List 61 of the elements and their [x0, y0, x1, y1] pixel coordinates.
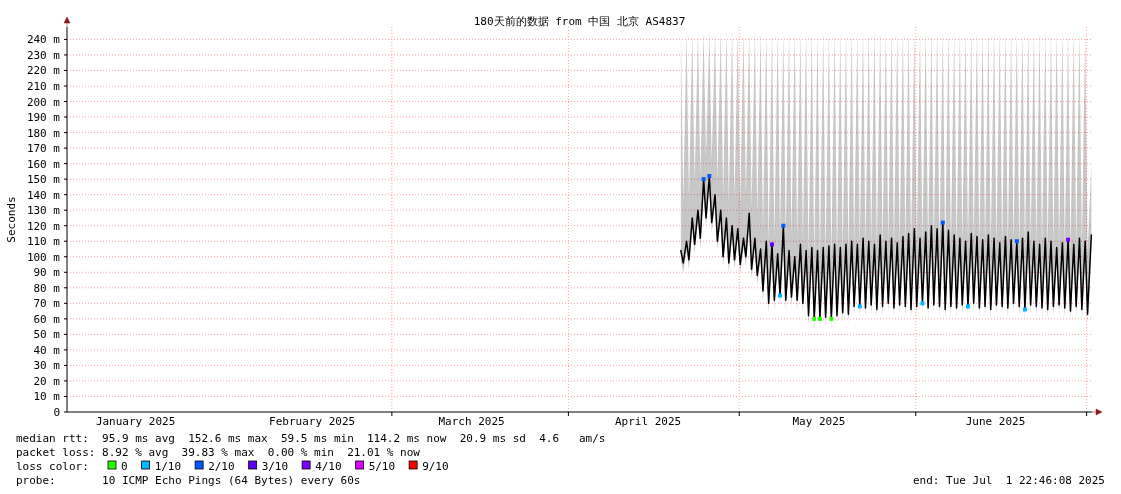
y-tick-label: 200 m	[26, 95, 61, 109]
text: median rtt: 95.9 ms avg 152.6 ms max 59.5 ms min 114.2 ms now 20.9 ms sd 4.6 am/s	[16, 432, 606, 445]
y-tick-label: 40 m	[33, 343, 61, 357]
point	[965, 304, 970, 309]
legend-label: 4/10	[315, 460, 342, 473]
y-tick-label: 130 m	[26, 204, 61, 218]
y-tick-label: 20 m	[33, 374, 61, 388]
x-tick-label: February 2025	[269, 415, 356, 428]
point	[940, 220, 945, 225]
y-tick-label: 110 m	[26, 235, 61, 249]
y-tick-label: 140 m	[26, 188, 61, 202]
y-tick-label: 170 m	[26, 142, 61, 156]
point	[817, 316, 822, 321]
point	[829, 316, 834, 321]
point	[1022, 307, 1027, 312]
y-tick-label: 120 m	[26, 219, 61, 233]
y-axis-title: Seconds	[5, 196, 18, 243]
x-tick-label: May 2025	[792, 415, 846, 428]
y-tick-label: 220 m	[26, 64, 61, 78]
point	[812, 316, 817, 321]
y-tick-label: 230 m	[26, 48, 61, 62]
legend-title: loss color:	[16, 460, 89, 473]
point	[1066, 237, 1071, 242]
y-tick-label: 240 m	[26, 33, 61, 47]
legend-label: 2/10	[208, 460, 235, 473]
x-tick-label: June 2025	[965, 415, 1026, 428]
y-tick-label: 10 m	[33, 390, 61, 404]
point	[701, 177, 706, 182]
y-tick-label: 180 m	[26, 126, 61, 140]
legend-label: 9/10	[422, 460, 449, 473]
y-tick-label: 60 m	[33, 312, 61, 326]
y-tick-label: 150 m	[26, 173, 61, 187]
y-tick-label: 0	[53, 406, 60, 419]
y-tick-label: 80 m	[33, 281, 61, 295]
text: end: Tue Jul 1 22:46:08 2025	[912, 474, 1105, 487]
point	[781, 223, 786, 228]
text: probe: 10 ICMP Echo Pings (64 Bytes) every 60s	[16, 474, 361, 487]
y-tick-label: 50 m	[33, 328, 61, 342]
text: packet loss: 8.92 % avg 39.83 % max 0.00 % min 21.01 % now	[16, 446, 421, 459]
point	[769, 242, 774, 247]
point	[778, 293, 783, 298]
x-tick-label: April 2025	[615, 415, 682, 428]
x-tick-label: March 2025	[438, 415, 505, 428]
x-tick-label: January 2025	[95, 415, 176, 428]
chart-title: 180天前的数据 from 中国 北京 AS4837	[473, 15, 686, 28]
point	[707, 174, 712, 179]
point	[857, 304, 862, 309]
y-tick-label: 30 m	[33, 359, 61, 373]
y-tick-label: 90 m	[33, 266, 61, 280]
point	[1014, 239, 1019, 244]
point	[920, 301, 925, 306]
y-tick-label: 70 m	[33, 297, 61, 311]
y-tick-label: 160 m	[26, 157, 61, 171]
legend-label: 1/10	[154, 460, 182, 473]
legend-label: 5/10	[368, 460, 396, 473]
y-tick-label: 190 m	[26, 111, 61, 125]
y-tick-label: 100 m	[26, 250, 61, 264]
legend-label: 0	[121, 460, 128, 473]
line-series	[680, 175, 1093, 320]
legend-label: 3/10	[261, 460, 289, 473]
y-tick-label: 210 m	[26, 79, 61, 93]
